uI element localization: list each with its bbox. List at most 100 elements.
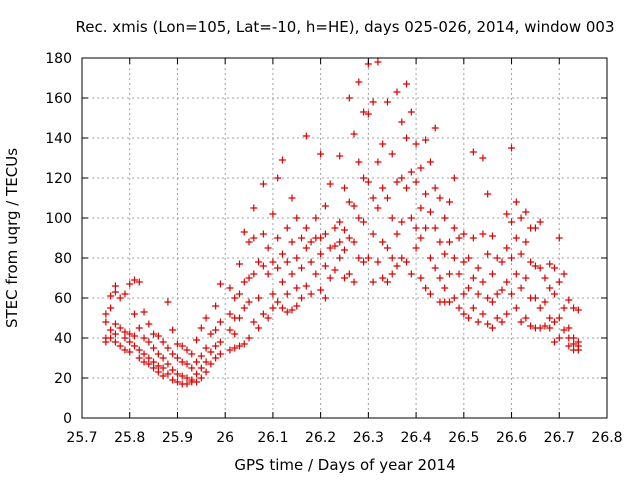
data-point xyxy=(488,298,496,306)
data-point xyxy=(431,264,439,272)
data-point xyxy=(250,204,258,212)
data-point xyxy=(426,290,434,298)
data-point xyxy=(426,254,434,262)
data-point xyxy=(398,118,406,126)
data-point xyxy=(212,342,220,350)
data-point xyxy=(173,370,181,378)
data-point xyxy=(173,378,181,386)
data-point xyxy=(159,338,167,346)
data-point xyxy=(207,360,215,368)
data-point xyxy=(403,134,411,142)
y-tick-label: 140 xyxy=(45,131,72,147)
data-point xyxy=(417,164,425,172)
data-point xyxy=(250,234,258,242)
data-point xyxy=(488,324,496,332)
data-point xyxy=(446,198,453,206)
data-point xyxy=(350,238,358,246)
data-point xyxy=(307,238,315,246)
data-point xyxy=(283,224,291,232)
data-point xyxy=(178,358,186,366)
data-point xyxy=(374,58,382,66)
data-point xyxy=(121,328,129,336)
data-point xyxy=(546,324,554,332)
data-point xyxy=(283,308,291,316)
data-point xyxy=(498,258,506,266)
data-point xyxy=(383,278,391,286)
data-point xyxy=(360,174,368,182)
data-point xyxy=(154,362,162,370)
data-point xyxy=(183,360,191,368)
data-point xyxy=(345,94,353,102)
x-tick-label: 26.4 xyxy=(401,430,432,446)
data-point xyxy=(121,334,129,342)
data-point xyxy=(312,270,320,278)
data-point xyxy=(231,344,239,352)
data-point xyxy=(527,322,535,330)
data-point xyxy=(169,350,177,358)
data-point xyxy=(531,294,539,302)
data-point xyxy=(207,348,215,356)
data-point xyxy=(197,364,205,372)
data-point xyxy=(369,230,377,238)
data-point xyxy=(135,278,143,286)
data-point xyxy=(393,262,401,270)
data-point xyxy=(484,294,492,302)
data-point xyxy=(469,274,477,282)
data-point xyxy=(460,290,468,298)
data-point xyxy=(560,304,568,312)
data-point xyxy=(116,294,124,302)
y-tick-label: 160 xyxy=(45,91,72,107)
data-point xyxy=(565,324,573,332)
data-point xyxy=(274,298,282,306)
data-point xyxy=(321,202,329,210)
data-point xyxy=(145,320,153,328)
chart-title: Rec. xmis (Lon=105, Lat=-10, h=HE), days… xyxy=(75,18,614,36)
data-point xyxy=(226,284,234,292)
data-point xyxy=(460,310,468,318)
data-point xyxy=(360,218,368,226)
data-point xyxy=(298,264,306,272)
data-point xyxy=(479,230,487,238)
data-point xyxy=(202,314,210,322)
data-point xyxy=(355,158,363,166)
data-point xyxy=(150,330,158,338)
data-point xyxy=(379,184,387,192)
data-point xyxy=(450,224,458,232)
data-point xyxy=(183,380,191,388)
data-point xyxy=(508,144,516,152)
data-point xyxy=(546,260,554,268)
data-point xyxy=(417,204,425,212)
data-point xyxy=(388,254,396,262)
data-point xyxy=(508,290,516,298)
x-tick-label: 26.5 xyxy=(448,430,479,446)
data-point xyxy=(212,302,220,310)
data-point xyxy=(522,274,530,282)
data-point xyxy=(441,214,449,222)
data-point xyxy=(193,336,201,344)
data-point xyxy=(479,154,487,162)
data-point xyxy=(126,338,134,346)
data-point xyxy=(531,262,539,270)
data-point xyxy=(379,274,387,282)
data-point xyxy=(278,278,286,286)
data-point xyxy=(574,346,582,354)
data-point xyxy=(479,310,487,318)
data-point xyxy=(336,152,344,160)
data-point xyxy=(431,224,439,232)
data-point xyxy=(126,348,134,356)
data-point xyxy=(202,368,210,376)
data-point xyxy=(493,254,501,262)
data-point xyxy=(570,334,578,342)
data-point xyxy=(321,262,329,270)
data-points xyxy=(102,58,582,388)
data-point xyxy=(455,304,463,312)
data-point xyxy=(465,254,473,262)
data-point xyxy=(350,202,358,210)
data-point xyxy=(379,238,387,246)
data-point xyxy=(245,298,253,306)
data-point xyxy=(331,242,339,250)
data-point xyxy=(173,340,181,348)
data-point xyxy=(417,234,425,242)
data-point xyxy=(140,308,148,316)
data-point xyxy=(536,324,544,332)
